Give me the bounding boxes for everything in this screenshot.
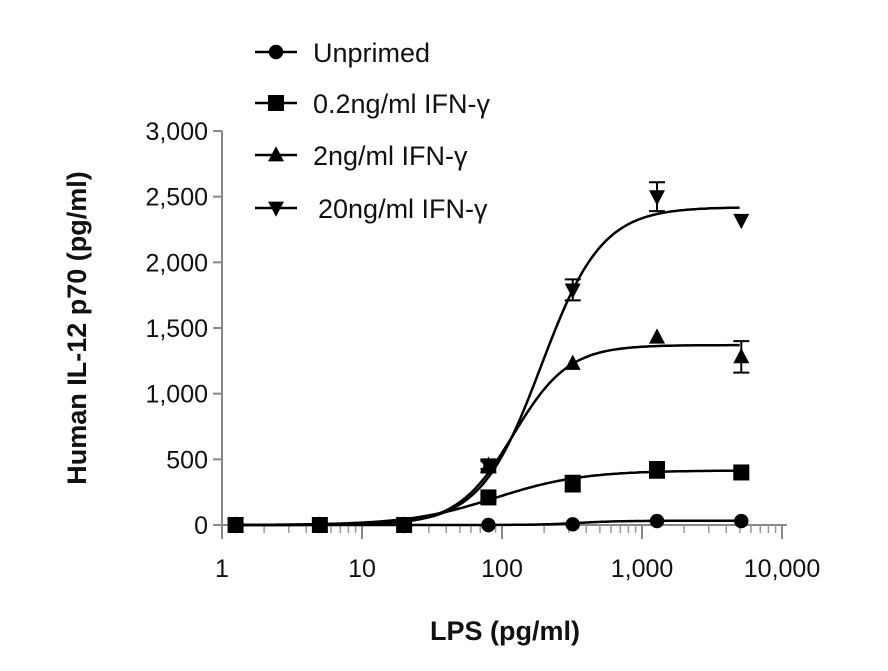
data-point-series-3	[564, 283, 581, 299]
legend-label: 20ng/ml IFN-γ	[318, 194, 488, 224]
data-point-series-1	[480, 489, 497, 506]
legend-marker-icon	[268, 95, 284, 111]
y-tick-label: 1,000	[145, 381, 208, 409]
y-tick-label: 500	[166, 446, 208, 474]
legend-marker-icon	[268, 146, 284, 162]
data-point-series-3	[733, 213, 750, 230]
data-point-series-0	[734, 513, 749, 529]
data-point-series-3	[311, 518, 328, 534]
data-point-series-3	[649, 190, 666, 206]
data-point-series-2	[733, 348, 750, 364]
data-point-series-1	[733, 464, 750, 481]
y-tick-label: 2,500	[145, 184, 208, 212]
y-axis-label: Human IL-12 p70 (pg/ml)	[62, 171, 92, 485]
legend-label: 0.2ng/ml IFN-γ	[313, 89, 491, 119]
legend-item: 2ng/ml IFN-γ	[255, 141, 468, 171]
data-point-series-0	[481, 517, 496, 533]
legend-marker-icon	[268, 44, 284, 60]
data-point-series-1	[649, 461, 666, 478]
data-points	[227, 181, 750, 534]
y-tick-label: 3,000	[145, 118, 208, 146]
y-tick-label: 1,500	[145, 315, 208, 343]
data-point-series-3	[227, 518, 244, 534]
data-point-series-2	[649, 328, 666, 344]
legend-item: 20ng/ml IFN-γ	[255, 194, 488, 224]
data-point-series-1	[564, 475, 581, 492]
y-tick-label: 2,000	[145, 249, 208, 277]
data-point-series-2	[564, 354, 581, 370]
data-point-series-3	[480, 459, 497, 475]
legend: Unprimed 0.2ng/ml IFN-γ 2ng/ml IFN-γ 20ng/m…	[255, 38, 491, 224]
x-tick-label: 100	[481, 555, 523, 583]
x-tick-label: 10	[348, 555, 376, 583]
data-point-series-0	[649, 513, 665, 529]
x-tick-label: 1,000	[611, 555, 674, 583]
legend-label: Unprimed	[313, 38, 430, 68]
y-tick-label: 0	[194, 512, 208, 540]
legend-marker-icon	[268, 201, 284, 217]
x-tick-label: 10,000	[744, 555, 820, 583]
legend-item: 0.2ng/ml IFN-γ	[255, 89, 491, 119]
legend-label: 2ng/ml IFN-γ	[313, 141, 468, 171]
data-point-series-0	[565, 517, 580, 532]
data-point-series-3	[396, 518, 413, 534]
x-axis-label: LPS (pg/ml)	[430, 616, 580, 646]
axes: 0 500 1,000 1,500 2,000 2,500 3,000 1 10 100 1,000…	[145, 118, 820, 583]
legend-item: Unprimed	[255, 38, 430, 68]
x-tick-label: 1	[215, 555, 229, 583]
